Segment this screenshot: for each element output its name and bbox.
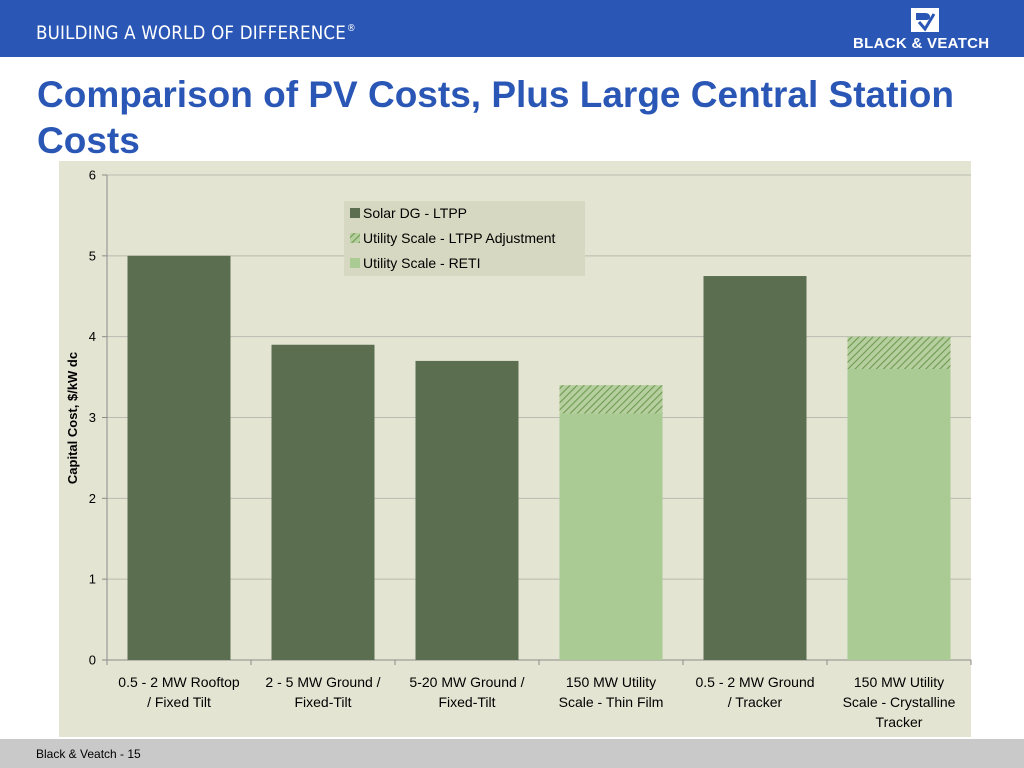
tagline: BUILDING A WORLD OF DIFFERENCE® — [36, 22, 356, 44]
x-category-label: / Fixed Tilt — [147, 694, 211, 710]
legend-label: Solar DG - LTPP — [363, 205, 467, 221]
y-tick-label: 6 — [89, 168, 96, 183]
bar-utility-scale-ltpp-adjustment — [559, 385, 663, 414]
x-category-label: Scale - Crystalline — [843, 694, 956, 710]
black-veatch-logo-icon — [911, 8, 939, 32]
x-category-label: Fixed-Tilt — [294, 694, 351, 710]
x-category-label: 5-20 MW Ground / — [409, 674, 524, 690]
x-category-label: Scale - Thin Film — [559, 694, 664, 710]
legend-swatch — [350, 233, 360, 243]
bar-solar-dg-ltpp — [127, 255, 231, 661]
y-tick-label: 3 — [89, 410, 96, 425]
x-category-label: 0.5 - 2 MW Rooftop — [118, 674, 240, 690]
footer-text: Black & Veatch - 15 — [36, 747, 141, 761]
y-tick-label: 2 — [89, 491, 96, 506]
y-axis-label: Capital Cost, $/kW dc — [65, 352, 80, 484]
bar-solar-dg-ltpp — [271, 344, 375, 660]
x-category-label: Tracker — [876, 714, 923, 730]
x-category-label: 150 MW Utility — [566, 674, 656, 690]
top-banner: BUILDING A WORLD OF DIFFERENCE® BLACK & … — [0, 0, 1024, 57]
legend-label: Utility Scale - LTPP Adjustment — [363, 230, 556, 246]
legend-swatch — [350, 208, 360, 218]
y-tick-label: 0 — [89, 653, 96, 668]
y-tick-label: 1 — [89, 572, 96, 587]
legend-swatch — [350, 258, 360, 268]
slide-title: Comparison of PV Costs, Plus Large Centr… — [37, 74, 954, 161]
bar-utility-scale-ltpp-adjustment — [847, 336, 951, 369]
y-tick-label: 4 — [89, 329, 96, 344]
y-tick-label: 5 — [89, 248, 96, 263]
legend-label: Utility Scale - RETI — [363, 255, 480, 271]
company-logo-text: BLACK & VEATCH — [853, 35, 990, 52]
x-category-label: 150 MW Utility — [854, 674, 944, 690]
bar-solar-dg-ltpp — [703, 276, 807, 660]
footer-bar: Black & Veatch - 15 — [0, 739, 1024, 768]
bar-utility-scale-reti — [847, 369, 951, 660]
x-category-label: 0.5 - 2 MW Ground — [695, 674, 814, 690]
x-category-label: Fixed-Tilt — [438, 694, 495, 710]
x-category-label: / Tracker — [728, 694, 783, 710]
x-category-label: 2 - 5 MW Ground / — [265, 674, 380, 690]
bar-utility-scale-reti — [559, 413, 663, 660]
bar-solar-dg-ltpp — [415, 360, 519, 660]
chart-legend: Solar DG - LTPP Utility Scale - LTPP Adju… — [344, 201, 585, 276]
legend-box — [344, 201, 585, 276]
